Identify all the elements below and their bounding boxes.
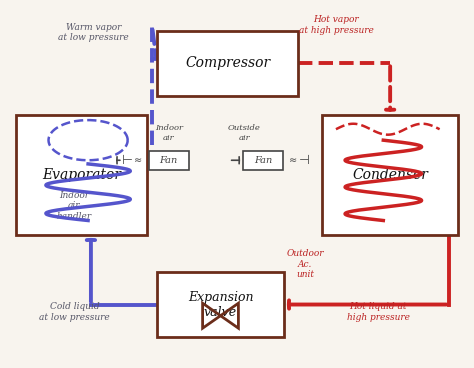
Text: Warm vapor
at low pressure: Warm vapor at low pressure — [58, 23, 128, 42]
Text: Indoor
air
handler: Indoor air handler — [57, 191, 92, 221]
FancyBboxPatch shape — [157, 272, 284, 337]
Text: Hot vapor
at high pressure: Hot vapor at high pressure — [299, 15, 374, 35]
FancyBboxPatch shape — [322, 114, 458, 235]
Text: Condenser: Condenser — [352, 168, 428, 182]
FancyBboxPatch shape — [243, 151, 283, 170]
Text: Outdoor
Ac.
unit: Outdoor Ac. unit — [287, 250, 324, 279]
Text: ⊢: ⊢ — [122, 154, 133, 167]
Text: Cold liquid
at low pressure: Cold liquid at low pressure — [39, 302, 110, 322]
FancyBboxPatch shape — [16, 114, 147, 235]
Text: ≈: ≈ — [134, 155, 142, 165]
Text: Compressor: Compressor — [185, 56, 270, 71]
FancyBboxPatch shape — [149, 151, 189, 170]
Text: Fan: Fan — [254, 156, 272, 165]
Text: Indoor
air: Indoor air — [155, 124, 182, 142]
Text: Fan: Fan — [160, 156, 178, 165]
FancyBboxPatch shape — [157, 31, 298, 96]
Text: Outside
air: Outside air — [228, 124, 261, 142]
Text: Hot liquid at
high pressure: Hot liquid at high pressure — [347, 302, 410, 322]
Text: Expansion
valve: Expansion valve — [188, 290, 253, 319]
Text: Evaporator: Evaporator — [42, 168, 121, 182]
Text: ⊣: ⊣ — [299, 154, 310, 167]
Text: ≈: ≈ — [289, 155, 297, 165]
